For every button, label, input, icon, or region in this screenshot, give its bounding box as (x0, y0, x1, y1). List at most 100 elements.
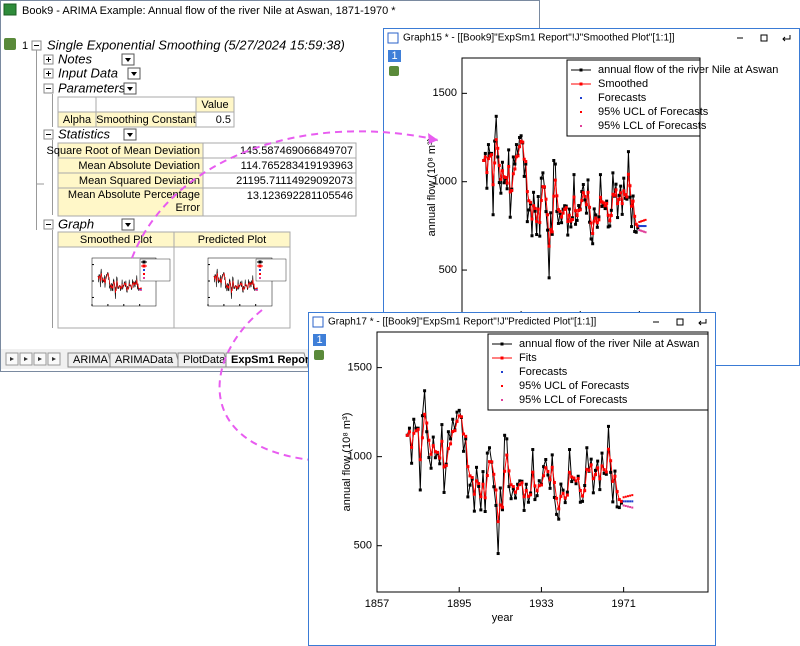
maximize-button[interactable] (676, 318, 684, 326)
smoothed-marker (559, 494, 563, 498)
nav-glyph (38, 357, 42, 361)
ucl-point (624, 495, 627, 498)
observed-marker (619, 501, 623, 505)
smoothed-marker (451, 430, 455, 434)
observed-marker (542, 465, 546, 469)
smoothed-marker (614, 188, 618, 192)
observed-marker (429, 466, 433, 470)
observed-marker (533, 498, 537, 502)
observed-marker (438, 462, 442, 466)
smoothed-marker (442, 465, 446, 469)
smoothed-marker (511, 172, 515, 176)
restore-button[interactable] (698, 319, 707, 326)
observed-marker (485, 186, 489, 190)
layer-number: 1 (316, 334, 322, 346)
observed-marker (557, 517, 561, 521)
smoothed-marker (532, 204, 536, 208)
row-label-line: Mean Absolute Percentage (68, 189, 200, 201)
observed-marker (580, 190, 584, 194)
smoothed-marker (511, 485, 515, 489)
smoothed-marker (518, 483, 522, 487)
smoothed-marker (572, 476, 576, 480)
layer-tab[interactable] (313, 334, 326, 346)
column-header: Smoothed Plot (80, 234, 152, 246)
observed-marker (507, 485, 511, 489)
smoothed-marker (558, 209, 562, 213)
observed-marker (620, 212, 624, 216)
observed-marker (619, 184, 623, 188)
smoothed-marker (538, 221, 542, 225)
smoothed-marker (528, 200, 532, 204)
smoothed-marker (552, 480, 556, 484)
x-tick-label: 1933 (529, 598, 553, 610)
smoothed-marker (466, 465, 470, 469)
ucl-point (639, 220, 642, 223)
layer-tab[interactable] (388, 50, 401, 62)
maximize-button[interactable] (760, 34, 768, 42)
forecast-point (140, 288, 142, 290)
window-title: Graph17 * - [[Book9]"ExpSm1 Report"!J"Pr… (328, 317, 596, 328)
ucl-point (622, 496, 625, 499)
smoothed-marker (516, 154, 520, 158)
observed-marker (598, 488, 602, 492)
forecast-point (641, 225, 644, 228)
smoothed-marker (539, 483, 543, 487)
observed-marker (617, 193, 621, 197)
observed-marker (559, 482, 563, 486)
smoothed-marker (407, 430, 411, 434)
observed-marker (524, 162, 528, 166)
smoothed-marker (628, 184, 632, 188)
graph-window: Graph17 * - [[Book9]"ExpSm1 Report"!J"Pr… (308, 312, 716, 646)
smoothed-marker (500, 505, 504, 509)
workbook-icon (3, 3, 17, 16)
observed-marker (589, 457, 593, 461)
smoothed-marker (605, 201, 609, 205)
smoothed-marker (475, 479, 479, 483)
smoothed-marker (576, 477, 580, 481)
observed-marker (493, 139, 497, 143)
smoothed-marker (516, 486, 520, 490)
smoothed-marker (557, 507, 561, 511)
lcl-point (622, 504, 625, 507)
smoothed-marker (572, 195, 576, 199)
observed-marker (496, 155, 500, 159)
dashed-arrow (218, 309, 343, 463)
smoothed-marker (617, 198, 621, 202)
observed-marker (535, 233, 539, 237)
smoothed-marker (493, 161, 497, 165)
nav-glyph (10, 357, 14, 361)
dropdown-arrow (131, 72, 137, 76)
smoothed-marker (547, 244, 551, 248)
smoothed-marker (513, 167, 517, 171)
observed-marker (539, 176, 543, 180)
smoothed-marker (615, 490, 619, 494)
legend-marker (501, 399, 503, 401)
observed-marker (561, 488, 565, 492)
observed-marker (625, 197, 629, 201)
smoothed-marker (509, 483, 513, 487)
legend-marker (143, 269, 145, 271)
observed-marker (578, 500, 582, 504)
observed-marker (514, 143, 518, 147)
smoothed-marker (544, 197, 548, 201)
observed-marker (418, 488, 422, 492)
dropdown-arrow (127, 133, 133, 137)
observed-marker (585, 446, 589, 450)
ucl-point (631, 494, 634, 497)
observed-marker (604, 472, 608, 476)
observed-marker (485, 451, 489, 455)
observed-marker (555, 209, 559, 213)
smoothed-marker (611, 192, 615, 196)
smoothed-marker (492, 472, 496, 476)
x-tick-label: 1971 (611, 598, 635, 610)
smoothed-marker (613, 474, 617, 478)
smoothed-marker (606, 213, 610, 217)
smoothed-marker (522, 157, 526, 161)
row-label: Mean Squared Deviation (79, 175, 200, 187)
restore-button[interactable] (782, 35, 791, 42)
ucl-point (644, 218, 647, 221)
smoothed-marker (477, 482, 481, 486)
observed-marker (550, 232, 554, 236)
